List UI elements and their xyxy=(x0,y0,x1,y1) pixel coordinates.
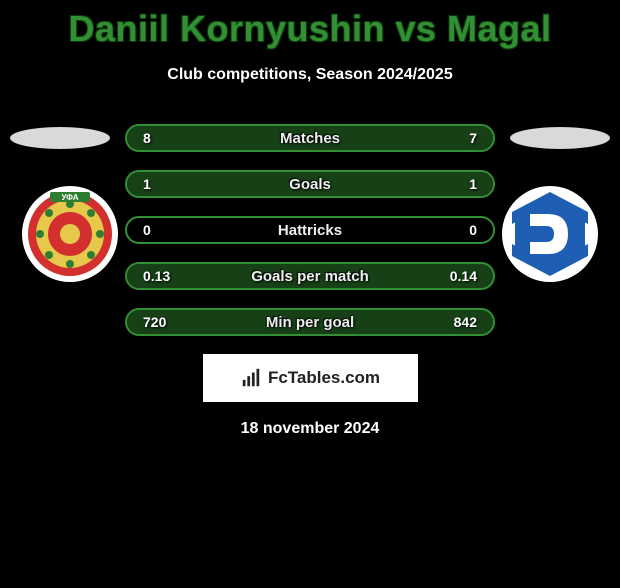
bar-fill-right xyxy=(310,172,493,196)
chart-icon xyxy=(240,367,262,389)
svg-text:УФА: УФА xyxy=(61,193,78,202)
bar-fill-left xyxy=(127,126,321,150)
stat-left-value: 1 xyxy=(143,176,151,192)
stat-label: Hattricks xyxy=(127,222,493,239)
bar-fill-left xyxy=(127,172,310,196)
ufa-logo-icon: УФА xyxy=(20,184,120,284)
stat-left-value: 720 xyxy=(143,314,166,330)
bar-fill-right xyxy=(321,126,493,150)
comparison-panel: УФА 8 Matches 7 1 Goals 1 0 xyxy=(0,124,620,438)
team-left-logo: УФА xyxy=(20,184,120,284)
brand-box[interactable]: FcTables.com xyxy=(203,354,418,402)
stats-bars: 8 Matches 7 1 Goals 1 0 Hattricks 0 0.13… xyxy=(125,124,495,336)
dynamo-logo-icon xyxy=(500,184,600,284)
page-title: Daniil Kornyushin vs Magal xyxy=(0,8,620,50)
subtitle: Club competitions, Season 2024/2025 xyxy=(0,66,620,84)
brand-label: FcTables.com xyxy=(268,368,380,388)
stat-row-matches: 8 Matches 7 xyxy=(125,124,495,152)
stat-row-min-per-goal: 720 Min per goal 842 xyxy=(125,308,495,336)
team-right-ellipse xyxy=(510,127,610,149)
team-left-ellipse xyxy=(10,127,110,149)
stat-right-value: 842 xyxy=(454,314,477,330)
stat-row-goals-per-match: 0.13 Goals per match 0.14 xyxy=(125,262,495,290)
stat-left-value: 8 xyxy=(143,130,151,146)
stat-left-value: 0 xyxy=(143,222,151,238)
stat-row-goals: 1 Goals 1 xyxy=(125,170,495,198)
stat-row-hattricks: 0 Hattricks 0 xyxy=(125,216,495,244)
team-right-logo xyxy=(500,184,600,284)
stat-right-value: 1 xyxy=(469,176,477,192)
stat-right-value: 0.14 xyxy=(450,268,477,284)
stat-left-value: 0.13 xyxy=(143,268,170,284)
stat-right-value: 7 xyxy=(469,130,477,146)
date-label: 18 november 2024 xyxy=(0,420,620,438)
stat-right-value: 0 xyxy=(469,222,477,238)
